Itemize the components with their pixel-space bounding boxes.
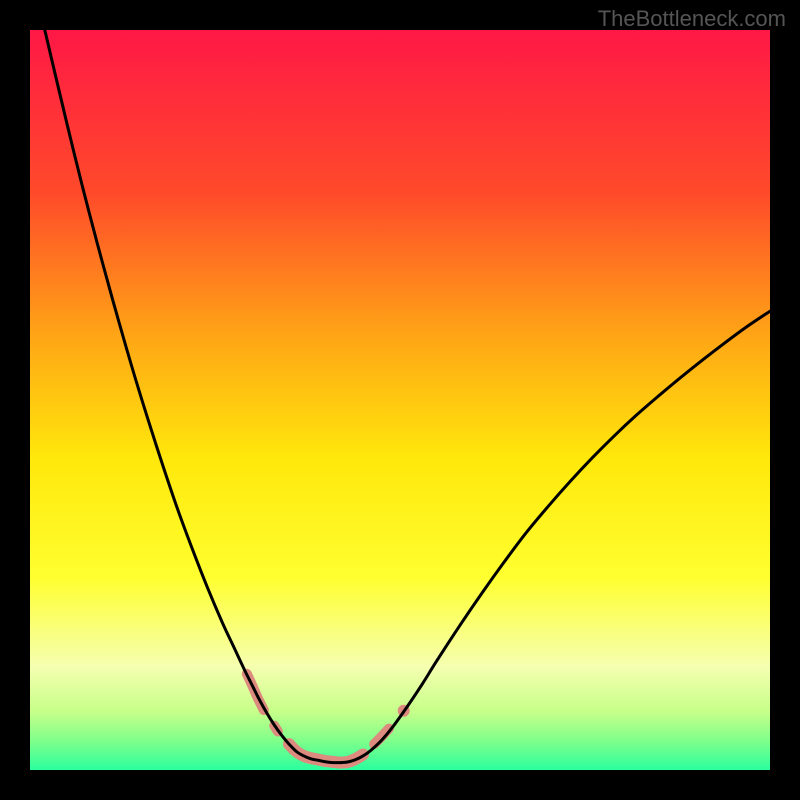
chart-container (30, 30, 770, 770)
watermark-text: TheBottleneck.com (598, 6, 786, 32)
bottleneck-chart (30, 30, 770, 770)
